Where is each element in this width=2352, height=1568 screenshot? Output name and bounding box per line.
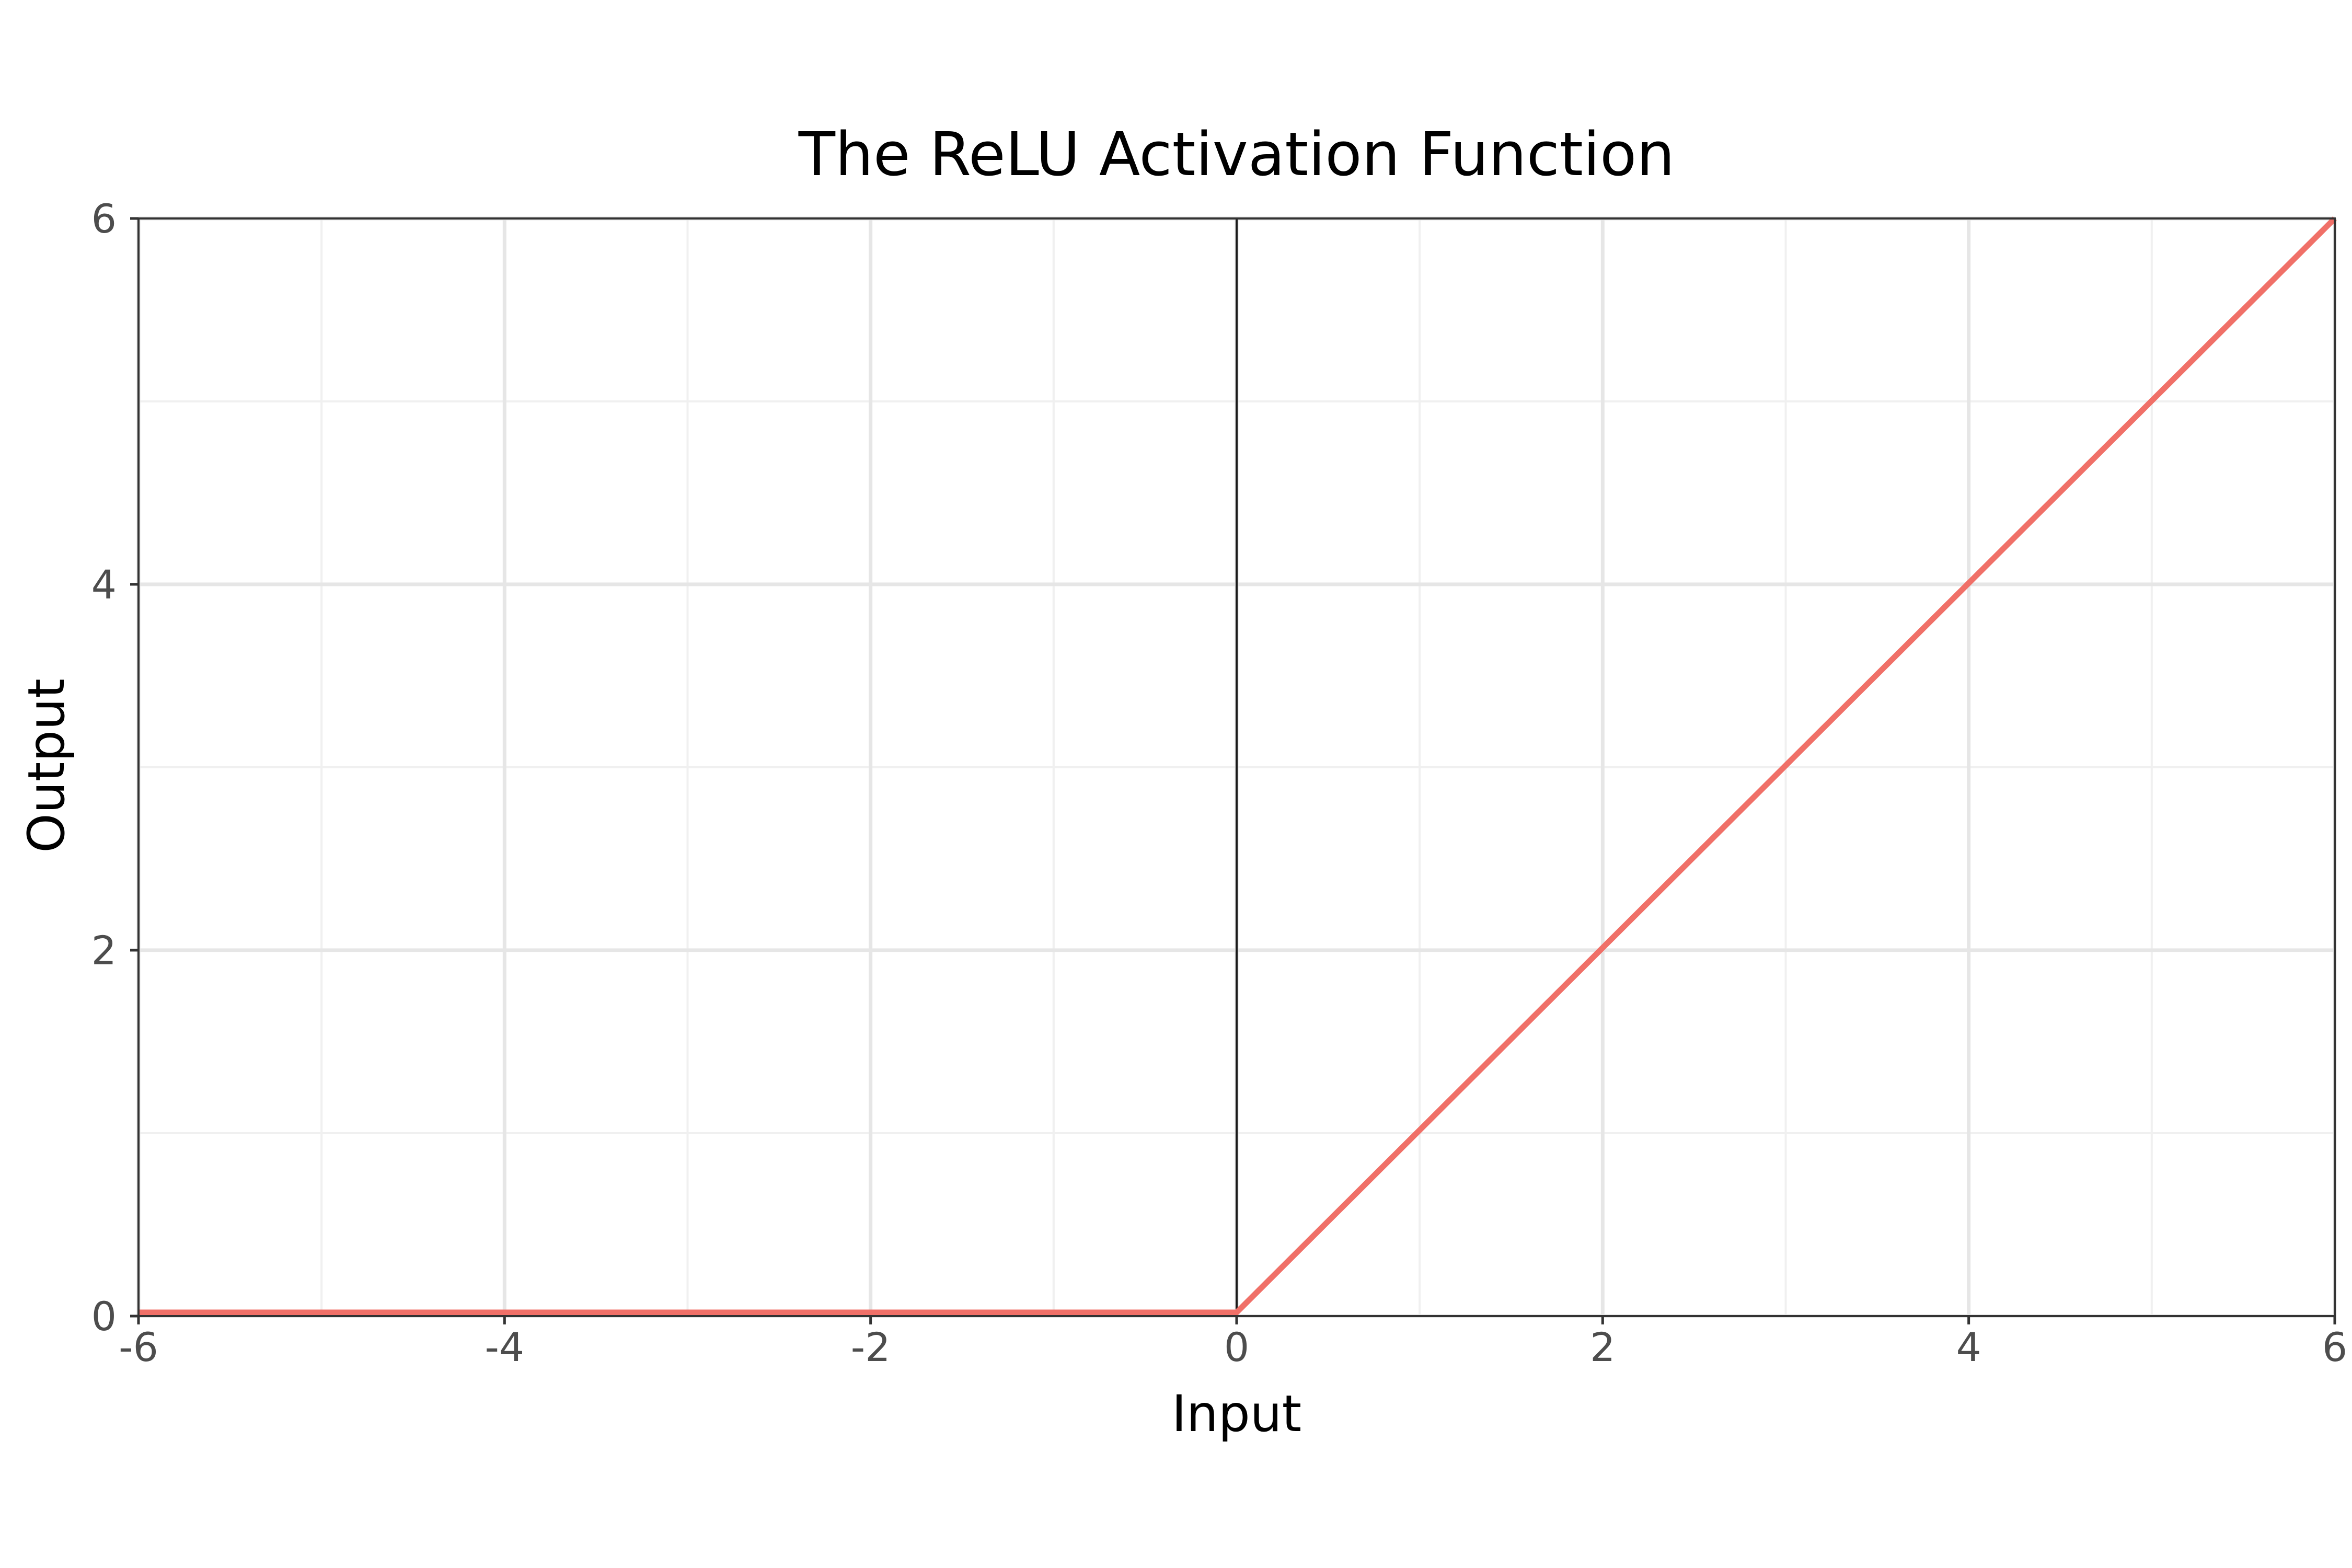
x-tick-label: -6 — [119, 1324, 158, 1370]
x-tick-label: 2 — [1590, 1324, 1615, 1370]
relu-line — [139, 216, 2337, 1316]
x-tick-label: 4 — [1956, 1324, 1981, 1370]
x-tick-label: -2 — [851, 1324, 891, 1370]
x-axis-ticks: -6 -4 -2 0 2 4 6 — [119, 1316, 2347, 1370]
y-tick-label: 2 — [91, 927, 117, 974]
y-axis-label: Output — [17, 678, 76, 852]
x-tick-label: 0 — [1224, 1324, 1249, 1370]
y-tick-label: 6 — [91, 195, 117, 242]
y-tick-label: 0 — [91, 1293, 117, 1340]
y-tick-label: 4 — [91, 561, 117, 608]
x-tick-label: 6 — [2322, 1324, 2347, 1370]
x-axis-label: Input — [1172, 1385, 1302, 1443]
chart-title: The ReLU Activation Function — [798, 120, 1675, 190]
series-group — [139, 216, 2337, 1316]
x-tick-label: -4 — [485, 1324, 524, 1370]
y-axis-ticks: 0 2 4 6 — [91, 195, 139, 1340]
